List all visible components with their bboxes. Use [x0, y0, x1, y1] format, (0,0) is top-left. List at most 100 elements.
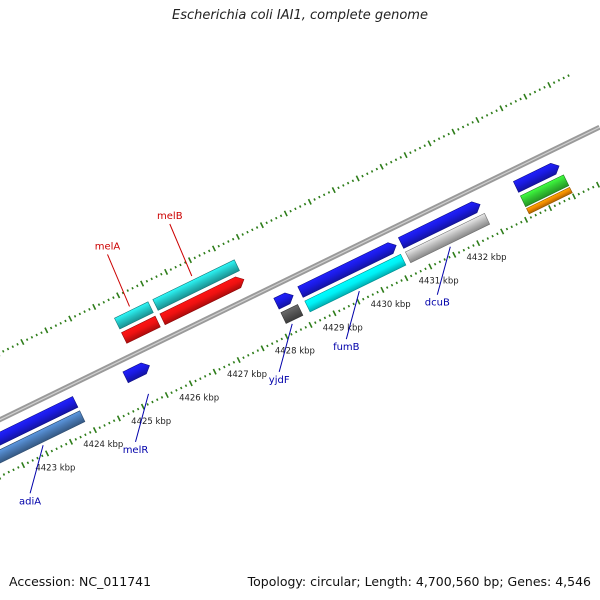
outer-scale-dot	[437, 137, 441, 141]
gene-feature[interactable]	[0, 410, 86, 466]
inner-scale-dot	[170, 391, 173, 395]
gene-label[interactable]: melR	[123, 445, 149, 456]
scale-label: 4428 kbp	[275, 347, 315, 357]
outer-scale-dot	[265, 221, 268, 225]
inner-scale-dot	[2, 473, 6, 476]
gene-label[interactable]: melA	[95, 241, 121, 252]
outer-scale-dot	[183, 261, 187, 264]
inner-scale-dot	[352, 302, 355, 306]
gene-label-leader	[436, 246, 451, 295]
outer-scale-dot	[59, 321, 62, 325]
outer-scale-dot	[433, 139, 436, 143]
inner-scale-dot	[223, 365, 226, 369]
outer-scale-dot	[466, 123, 470, 127]
inner-scale-dot	[595, 181, 600, 188]
gene-feature[interactable]	[297, 242, 397, 298]
inner-scale-dot	[591, 185, 595, 189]
inner-scale-dot	[476, 240, 481, 247]
gene-feature[interactable]	[114, 301, 154, 330]
gene-label[interactable]: adiA	[19, 496, 41, 507]
outer-scale-dot	[538, 88, 541, 91]
inner-scale-dot	[44, 450, 50, 457]
inner-scale-dot	[156, 398, 159, 402]
gene-label[interactable]: melB	[157, 211, 183, 222]
inner-scale-dot	[290, 332, 293, 336]
gene-feature[interactable]	[159, 276, 245, 326]
outer-scale-dot	[567, 74, 570, 77]
outer-scale-dot	[528, 92, 532, 96]
gene-feature[interactable]	[404, 212, 491, 264]
inner-scale-dot	[203, 374, 207, 378]
inner-scale-dot	[164, 391, 169, 399]
gene-feature[interactable]	[304, 253, 407, 313]
gene-feature[interactable]	[122, 362, 150, 384]
inner-scale-dot	[539, 211, 542, 215]
inner-scale-dot	[92, 427, 98, 434]
outer-scale-dot	[231, 237, 235, 241]
inner-scale-dot	[12, 468, 15, 472]
inner-scale-dot	[571, 193, 577, 200]
inner-scale-dot	[199, 377, 202, 381]
outer-scale-dot	[409, 151, 412, 155]
inner-scale-dot	[194, 379, 197, 383]
outer-scale-dot	[533, 90, 537, 94]
inner-scale-dot	[50, 449, 54, 453]
outer-scale-dot	[327, 191, 331, 194]
outer-scale-dot	[54, 324, 58, 327]
outer-scale-dot	[270, 219, 273, 222]
outer-scale-dot	[370, 170, 374, 173]
inner-scale-dot	[308, 321, 313, 328]
genome-backbone	[0, 124, 600, 423]
outer-scale-dot	[255, 226, 259, 229]
scale-label: 4423 kbp	[35, 464, 75, 474]
inner-scale-dot	[323, 316, 327, 320]
inner-scale-dot	[491, 234, 494, 238]
inner-scale-dot	[17, 466, 20, 469]
gene-feature[interactable]	[520, 174, 570, 208]
inner-scale-dot	[31, 459, 34, 462]
inner-scale-dot	[332, 310, 337, 317]
inner-scale-dot	[140, 403, 145, 410]
gene-feature[interactable]	[526, 186, 573, 215]
outer-scale-dot	[275, 216, 278, 220]
inner-scale-dot	[247, 353, 250, 357]
outer-scale-dot	[64, 319, 67, 323]
inner-scale-dot	[390, 283, 394, 287]
gene-label[interactable]: dcuB	[425, 298, 450, 309]
inner-scale-dot	[127, 412, 130, 416]
gene-feature[interactable]	[0, 396, 79, 452]
outer-scale-dot	[102, 300, 106, 304]
inner-scale-dot	[481, 239, 485, 243]
gene-feature[interactable]	[513, 162, 560, 193]
inner-scale-dot	[534, 213, 537, 217]
outer-scale-dot	[187, 257, 193, 264]
gene-label-leader	[29, 445, 44, 494]
gene-label[interactable]: yjdF	[269, 375, 290, 386]
inner-scale-dot	[79, 435, 82, 439]
outer-scale-dot	[145, 279, 149, 283]
scale-label: 4430 kbp	[371, 300, 411, 310]
outer-scale-dot	[116, 292, 121, 299]
outer-scale-dot	[427, 140, 432, 147]
gene-label-leader	[135, 393, 149, 443]
gene-feature[interactable]	[152, 259, 240, 311]
inner-scale-dot	[338, 309, 341, 313]
inner-scale-dot	[160, 396, 164, 399]
inner-scale-dot	[84, 433, 87, 437]
outer-scale-dot	[313, 198, 316, 201]
gene-label[interactable]: fumB	[333, 342, 360, 353]
gene-feature[interactable]	[121, 315, 161, 344]
outer-scale-dot	[92, 303, 97, 310]
outer-scale-dot	[552, 81, 556, 84]
inner-scale-dot	[385, 286, 389, 289]
outer-scale-dot	[207, 249, 211, 253]
inner-scale-dot	[146, 403, 149, 406]
gene-feature[interactable]	[397, 201, 481, 249]
inner-scale-dot	[151, 400, 154, 404]
inner-scale-dot	[428, 263, 433, 270]
outer-scale-dot	[547, 81, 552, 89]
outer-scale-dot	[1, 349, 5, 353]
outer-scale-dot	[222, 242, 225, 246]
gene-feature[interactable]	[273, 292, 294, 310]
gene-feature[interactable]	[280, 304, 304, 324]
